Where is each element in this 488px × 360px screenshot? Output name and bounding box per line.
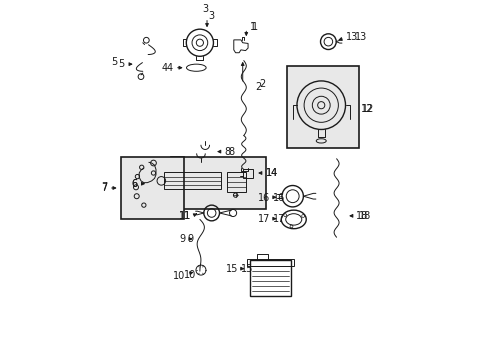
Bar [249,260,290,296]
Bar [242,170,253,178]
Text: 8: 8 [228,147,234,157]
Text: 16: 16 [272,193,285,203]
Text: 14: 14 [265,168,278,178]
Bar [246,259,293,266]
Text: 12: 12 [361,104,373,114]
Text: 10: 10 [183,270,196,280]
Text: 13: 13 [346,32,358,42]
Text: 15: 15 [241,264,253,274]
Text: 17: 17 [258,215,270,224]
Text: 3: 3 [202,4,208,14]
Text: 6: 6 [131,179,137,189]
Bar [121,157,183,219]
Text: 13: 13 [354,32,366,42]
Text: 11: 11 [179,211,191,221]
Text: 18: 18 [358,211,370,221]
Text: 11: 11 [178,211,191,221]
Text: 2: 2 [255,82,261,93]
Text: 2: 2 [258,80,264,90]
Text: 5: 5 [119,59,124,69]
Bar [164,172,221,189]
Text: 16: 16 [258,193,270,203]
Text: 5: 5 [111,57,118,67]
Text: 10: 10 [173,271,185,281]
Text: 18: 18 [355,211,367,221]
Text: 4: 4 [162,63,167,73]
Bar [287,66,358,148]
Text: 7: 7 [101,183,107,193]
Text: 1: 1 [252,22,258,32]
Text: 8: 8 [224,147,230,157]
Text: 14: 14 [265,168,278,178]
Text: 12: 12 [360,104,372,114]
Text: 9: 9 [179,234,185,244]
Text: 3: 3 [208,11,215,21]
Bar [171,157,265,209]
Text: 17: 17 [272,215,285,224]
Text: 1: 1 [249,22,255,32]
Text: 15: 15 [225,264,238,274]
Text: 7: 7 [101,182,107,192]
Text: 6: 6 [131,179,137,189]
Bar [226,172,246,192]
Text: 9: 9 [187,234,193,244]
Text: 4: 4 [166,63,173,73]
